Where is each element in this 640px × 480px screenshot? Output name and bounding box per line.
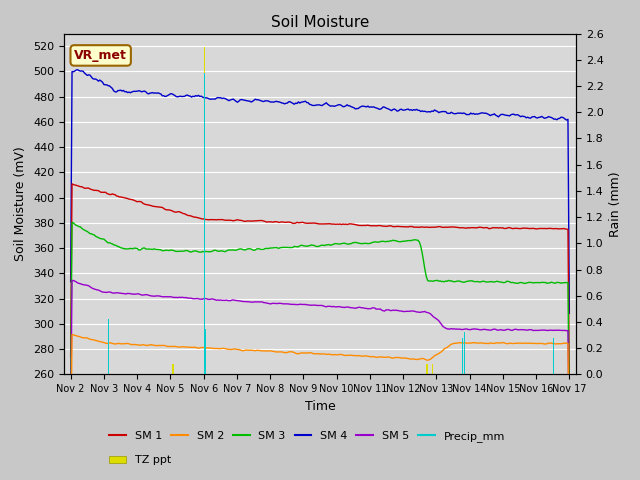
Y-axis label: Soil Moisture (mV): Soil Moisture (mV) [15,146,28,262]
Title: Soil Moisture: Soil Moisture [271,15,369,30]
Bar [553,338,554,374]
Bar [205,328,207,374]
Bar [204,73,205,374]
Y-axis label: Rain (mm): Rain (mm) [609,171,622,237]
Text: VR_met: VR_met [74,49,127,62]
Bar [172,364,173,374]
Bar [464,333,465,374]
Bar [204,47,205,374]
Bar [426,364,428,374]
Bar [432,364,433,374]
Bar [108,319,109,374]
X-axis label: Time: Time [305,400,335,413]
Legend: TZ ppt: TZ ppt [105,451,175,470]
Bar [462,338,463,374]
